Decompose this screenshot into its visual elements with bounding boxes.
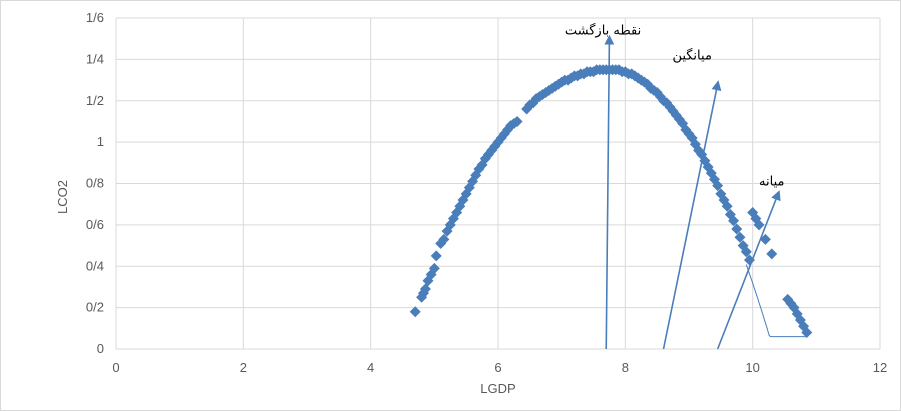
x-tick-label: 8 — [622, 360, 629, 375]
y-tick-label: 0/6 — [86, 217, 104, 232]
y-axis-title: LCO2 — [55, 180, 70, 214]
annotation-arrow — [604, 34, 615, 350]
data-point — [428, 262, 440, 274]
annotation-arrow — [662, 80, 722, 350]
annotation-label: میانگین — [672, 47, 711, 63]
trend-line — [745, 264, 808, 338]
data-point — [677, 118, 689, 130]
data-point — [712, 180, 724, 192]
y-tick-label: 1/4 — [86, 51, 104, 66]
data-point — [728, 215, 740, 227]
data-point — [721, 200, 733, 212]
axes: 0 0/2 0/4 0/6 0/8 1 1/2 1/4 1/6 0 2 4 6 8 10 12 — [86, 10, 887, 375]
data-point — [419, 283, 431, 295]
x-axis-title: LGDP — [480, 381, 515, 396]
data-point — [430, 250, 442, 262]
y-tick-label: 0/2 — [86, 300, 104, 315]
annotation-arrow — [716, 190, 781, 350]
annotations: نقطه بازگشت میانگین میانه — [565, 23, 784, 350]
data-point — [409, 306, 421, 318]
y-tick-label: 1 — [97, 134, 104, 149]
data-point — [740, 246, 752, 258]
data-point — [759, 233, 771, 245]
data-point — [801, 326, 813, 338]
data-point — [511, 115, 523, 127]
data-point — [753, 219, 765, 231]
annotation-label: نقطه بازگشت — [565, 23, 641, 39]
y-tick-label: 0/8 — [86, 176, 104, 191]
data-point — [766, 248, 778, 260]
x-tick-label: 2 — [240, 360, 247, 375]
y-tick-label: 0 — [97, 341, 104, 356]
data-point — [734, 231, 746, 243]
y-tick-label: 1/6 — [86, 10, 104, 25]
data-point — [731, 223, 743, 235]
y-tick-label: 1/2 — [86, 93, 104, 108]
data-points — [409, 64, 813, 338]
x-tick-label: 4 — [367, 360, 374, 375]
x-tick-label: 10 — [745, 360, 759, 375]
y-tick-label: 0/4 — [86, 258, 104, 273]
x-tick-label: 6 — [494, 360, 501, 375]
annotation-label: میانه — [759, 175, 784, 190]
data-point — [743, 254, 755, 266]
x-tick-label: 12 — [873, 360, 887, 375]
data-point — [438, 233, 450, 245]
x-tick-label: 0 — [112, 360, 119, 375]
